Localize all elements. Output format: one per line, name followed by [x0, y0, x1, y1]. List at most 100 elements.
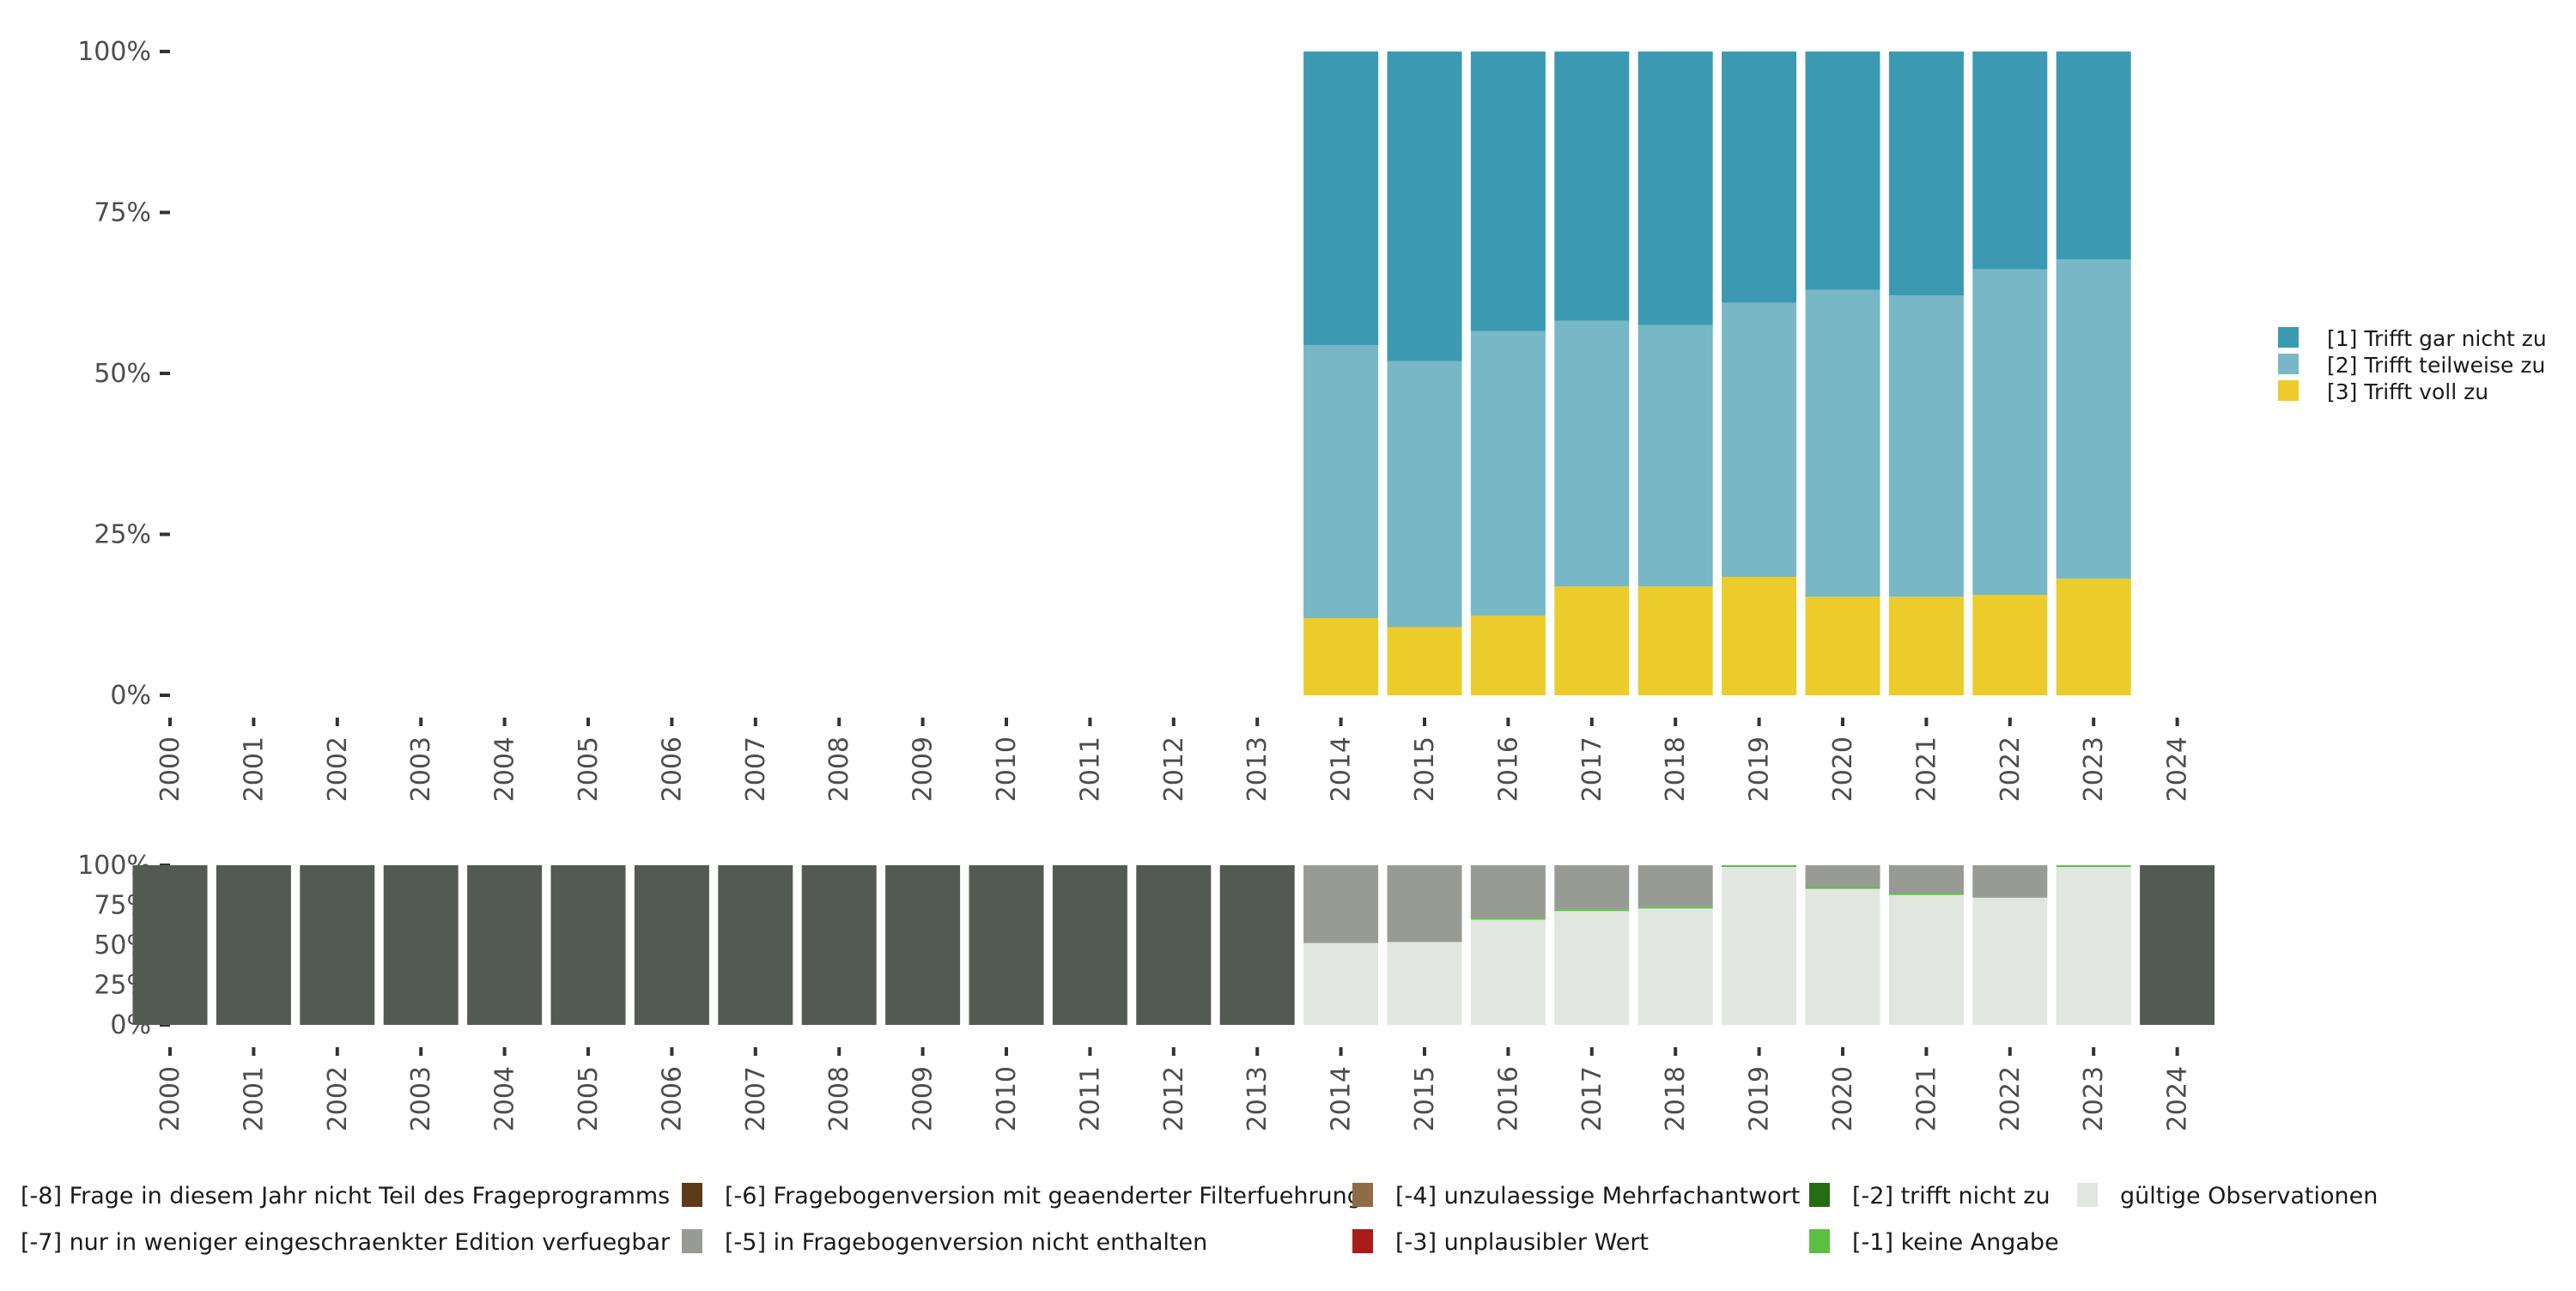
- x-tick-label: 2023: [2079, 1066, 2109, 1131]
- x-tick-label: 2016: [1493, 1066, 1523, 1131]
- x-tick-label: 2002: [323, 1066, 353, 1131]
- legend-label: [3] Trifft voll zu: [2327, 379, 2488, 404]
- x-tick-label: 2021: [1911, 736, 1941, 802]
- bar-segment-2002-8: [300, 865, 375, 1025]
- legend-label: gültige Observationen: [2120, 1183, 2378, 1209]
- bar-segment-2011-8: [1052, 865, 1127, 1025]
- bar-segment-2016-0: [1470, 918, 1546, 1025]
- x-tick-label: 2000: [155, 1066, 185, 1131]
- bar-segment-2004-8: [467, 865, 543, 1025]
- bar-segment-2023-0: [2056, 865, 2131, 1025]
- bar-segment-2017-0: [1554, 586, 1630, 695]
- bar-segment-2022-0: [1972, 897, 2048, 1025]
- x-tick-label: 2021: [1911, 1066, 1941, 1131]
- x-tick-label: 2016: [1493, 736, 1523, 802]
- legend-swatch: [682, 1183, 702, 1207]
- bar-segment-2022-5: [1972, 865, 2048, 898]
- bar-segment-2019-0: [1722, 865, 1797, 1025]
- bar-segment-2001-8: [216, 865, 291, 1025]
- x-tick-label: 2017: [1577, 736, 1607, 802]
- bottom-chart-missing-values: 0%25%50%75%100%2000 2001 2002 2003 2004 2005 2…: [77, 851, 2215, 1131]
- bar-segment-2016-0: [1470, 615, 1546, 695]
- bar-segment-2006-8: [634, 865, 709, 1025]
- bar-segment-2018-1: [1637, 324, 1713, 587]
- bar-segment-2020-2: [1805, 52, 1880, 290]
- bar-segment-2020-1: [1805, 289, 1880, 597]
- legend-swatch: [1809, 1183, 1830, 1207]
- x-tick-label: 2019: [1745, 736, 1775, 802]
- bar-segment-2012-8: [1136, 865, 1212, 1025]
- x-tick-label: 2003: [406, 1066, 436, 1131]
- legend-swatch: [2077, 1183, 2098, 1207]
- bar-segment-2017-1: [1554, 909, 1630, 912]
- bar-segment-2021-1: [1888, 893, 1964, 895]
- bar-segment-2022-1: [1972, 269, 2048, 595]
- x-tick-label: 2013: [1242, 1066, 1273, 1131]
- y-tick-label: 25%: [94, 520, 151, 550]
- x-tick-label: 2009: [908, 736, 939, 802]
- bar-segment-2009-8: [885, 865, 961, 1025]
- x-tick-label: 2012: [1159, 1066, 1189, 1131]
- bar-segment-2014-5: [1303, 865, 1379, 943]
- bar-segment-2010-8: [969, 865, 1044, 1025]
- x-tick-label: 2017: [1577, 1066, 1607, 1131]
- bar-segment-2017-2: [1554, 52, 1630, 321]
- bar-segment-2015-0: [1387, 942, 1462, 1025]
- bar-segment-2014-0: [1303, 618, 1379, 695]
- bar-segment-2014-1: [1303, 345, 1379, 618]
- x-tick-label: 2018: [1661, 1066, 1691, 1131]
- bar-segment-2014-0: [1303, 942, 1379, 1025]
- x-tick-label: 2011: [1075, 1066, 1105, 1131]
- legend-label: [2] Trifft teilweise zu: [2327, 353, 2545, 378]
- x-tick-label: 2005: [574, 1066, 604, 1131]
- y-tick-label: 100%: [77, 37, 151, 67]
- bar-segment-2016-1: [1470, 918, 1546, 920]
- bar-segment-2023-1: [2056, 259, 2131, 579]
- x-tick-label: 2011: [1075, 736, 1105, 802]
- bar-segment-2019-2: [1722, 52, 1797, 303]
- bar-segment-2021-1: [1888, 295, 1964, 597]
- bar-segment-2022-0: [1972, 595, 2048, 695]
- x-tick-label: 2009: [908, 1066, 939, 1131]
- x-tick-label: 2004: [490, 1066, 520, 1131]
- bar-segment-2024-8: [2140, 865, 2215, 1025]
- bar-segment-2013-8: [1219, 865, 1295, 1025]
- bar-segment-2014-2: [1303, 52, 1379, 345]
- bar-segment-2021-0: [1888, 597, 1964, 695]
- legend-label: [-8] Frage in diesem Jahr nicht Teil des…: [21, 1183, 670, 1209]
- x-tick-label: 2004: [490, 736, 520, 802]
- legend-label: [-1] keine Angabe: [1852, 1229, 2059, 1256]
- x-tick-label: 2006: [657, 1066, 687, 1131]
- legend-swatch: [1352, 1183, 1373, 1207]
- x-tick-label: 2005: [574, 736, 604, 802]
- bar-segment-2023-0: [2056, 579, 2131, 695]
- x-tick-label: 2015: [1410, 1066, 1440, 1131]
- x-tick-label: 2014: [1327, 736, 1357, 802]
- bar-segment-2007-8: [718, 865, 793, 1025]
- x-tick-label: 2022: [1996, 736, 2026, 802]
- legend-label: [-7] nur in weniger eingeschraenkter Edi…: [21, 1229, 671, 1256]
- bar-segment-2017-1: [1554, 320, 1630, 587]
- bar-segment-2021-2: [1888, 52, 1964, 296]
- x-tick-label: 2002: [323, 736, 353, 802]
- bar-segment-2016-1: [1470, 330, 1546, 615]
- x-tick-label: 2003: [406, 736, 436, 802]
- bar-segment-2015-2: [1387, 52, 1462, 361]
- x-tick-label: 2001: [239, 1066, 269, 1131]
- bar-segment-2017-0: [1554, 910, 1630, 1025]
- legend-swatch: [2278, 327, 2299, 348]
- x-tick-label: 2010: [992, 1066, 1022, 1131]
- legend-label: [1] Trifft gar nicht zu: [2327, 326, 2547, 351]
- bar-segment-2003-8: [383, 865, 459, 1025]
- x-tick-label: 2018: [1661, 736, 1691, 802]
- x-tick-label: 2006: [657, 736, 687, 802]
- bar-segment-2018-0: [1637, 906, 1713, 1025]
- y-tick-label: 75%: [94, 198, 151, 228]
- x-tick-label: 2020: [1828, 736, 1858, 802]
- x-tick-label: 2001: [239, 736, 269, 802]
- bar-segment-2019-0: [1722, 577, 1797, 695]
- x-tick-label: 2023: [2079, 736, 2109, 802]
- x-tick-label: 2015: [1410, 736, 1440, 802]
- x-tick-label: 2024: [2163, 736, 2193, 802]
